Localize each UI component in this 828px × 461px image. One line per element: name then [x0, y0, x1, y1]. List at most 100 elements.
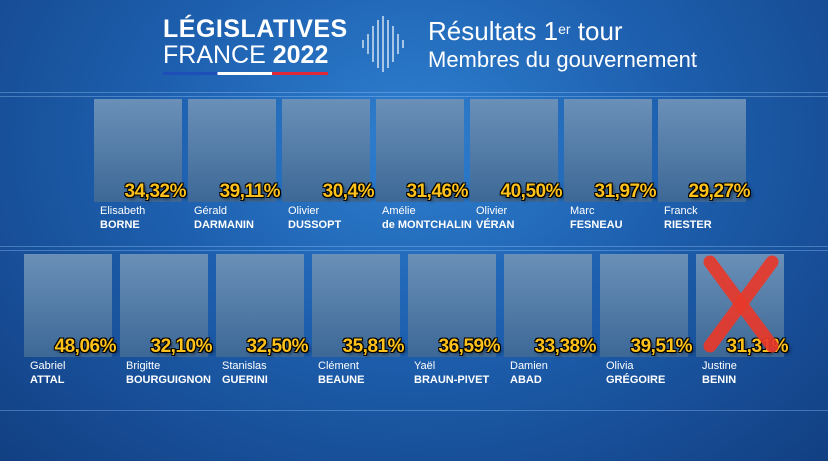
candidate-card: 34,32% Elisabeth BORNE	[94, 99, 187, 237]
photo-face	[144, 268, 184, 318]
candidate-last-name: GUERINI	[222, 374, 268, 386]
candidate-first-name: Olivier	[476, 205, 508, 217]
candidate-first-name: Damien	[510, 360, 548, 372]
candidate-first-name: Brigitte	[126, 360, 161, 372]
candidate-photo	[376, 99, 464, 202]
divider-line	[0, 246, 828, 247]
candidate-last-name: de MONTCHALIN	[382, 219, 472, 231]
divider-line	[0, 92, 828, 93]
candidate-photo	[312, 254, 400, 357]
candidate-photo	[470, 99, 558, 202]
photo-face	[336, 268, 376, 318]
candidate-first-name: Marc	[570, 205, 595, 217]
photo-face	[306, 113, 346, 163]
candidate-last-name: ABAD	[510, 374, 542, 386]
vote-percentage: 33,38%	[534, 336, 597, 357]
vote-percentage: 32,50%	[246, 336, 309, 357]
candidate-photo	[120, 254, 208, 357]
candidate-card: 31,46% Amélie de MONTCHALIN	[376, 99, 472, 237]
vote-percentage: 39,51%	[630, 336, 693, 357]
vote-percentage: 34,32%	[124, 181, 187, 202]
candidate-card: 40,50% Olivier VÉRAN	[470, 99, 563, 237]
candidate-last-name: BORNE	[100, 219, 140, 231]
candidate-photo	[658, 99, 746, 202]
photo-face	[400, 113, 440, 163]
candidate-last-name: BOURGUIGNON	[126, 374, 211, 386]
vote-percentage: 31,46%	[406, 181, 469, 202]
vote-percentage: 32,10%	[150, 336, 213, 357]
candidate-first-name: Gabriel	[30, 360, 66, 372]
candidate-first-name: Olivia	[606, 360, 634, 372]
candidate-card: 30,4% Olivier DUSSOPT	[282, 99, 375, 237]
candidate-card: 31,97% Marc FESNEAU	[564, 99, 657, 237]
photo-face	[494, 113, 534, 163]
candidate-first-name: Stanislas	[222, 360, 267, 372]
divider-line	[0, 250, 828, 251]
vote-percentage: 35,81%	[342, 336, 405, 357]
photo-face	[240, 268, 280, 318]
candidate-photo	[216, 254, 304, 357]
candidate-photo	[600, 254, 688, 357]
candidate-card: 39,11% Gérald DARMANIN	[188, 99, 281, 237]
vote-percentage: 31,97%	[594, 181, 657, 202]
photo-face	[528, 268, 568, 318]
page-title: Résultats 1er tour Membres du gouverneme…	[428, 16, 697, 74]
candidate-photo	[282, 99, 370, 202]
candidate-last-name: GRÉGOIRE	[606, 374, 666, 386]
logo-subtitle: FRANCE 2022	[163, 41, 329, 69]
logo-title: LÉGISLATIVES	[163, 15, 348, 43]
candidate-last-name: DUSSOPT	[288, 219, 342, 231]
candidate-card: 48,06% Gabriel ATTAL	[24, 254, 117, 392]
photo-face	[432, 268, 472, 318]
candidate-last-name: BEAUNE	[318, 374, 365, 386]
candidate-photo	[504, 254, 592, 357]
divider-line	[0, 410, 828, 411]
candidate-first-name: Gérald	[194, 205, 228, 217]
sound-wave-icon	[362, 16, 404, 72]
candidate-card: 35,81% Clément BEAUNE	[312, 254, 405, 392]
tricolor-rule	[163, 72, 328, 75]
candidate-card: 31,31% Justine BENIN	[696, 254, 789, 392]
elections-logo: LÉGISLATIVES FRANCE 2022	[163, 15, 348, 75]
candidate-first-name: Amélie	[382, 205, 416, 217]
photo-face	[212, 113, 252, 163]
photo-face	[624, 268, 664, 318]
candidate-first-name: Elisabeth	[100, 205, 146, 217]
candidate-first-name: Clément	[318, 360, 359, 372]
candidate-first-name: Justine	[702, 360, 737, 372]
candidate-last-name: ATTAL	[30, 374, 65, 386]
candidate-first-name: Franck	[664, 205, 698, 217]
photo-face	[682, 113, 722, 163]
candidate-card: 32,50% Stanislas GUERINI	[216, 254, 309, 392]
candidate-last-name: BRAUN-PIVET	[414, 374, 490, 386]
candidate-last-name: DARMANIN	[194, 219, 254, 231]
candidate-first-name: Olivier	[288, 205, 320, 217]
eliminated-cross-icon	[703, 255, 779, 353]
vote-percentage: 39,11%	[219, 181, 281, 202]
candidate-photo	[188, 99, 276, 202]
vote-percentage: 30,4%	[322, 181, 375, 202]
candidate-photo	[24, 254, 112, 357]
candidate-photo	[94, 99, 182, 202]
vote-percentage: 29,27%	[688, 181, 751, 202]
photo-face	[588, 113, 628, 163]
candidate-card: 39,51% Olivia GRÉGOIRE	[600, 254, 693, 392]
divider-line	[0, 96, 828, 97]
title-subtitle: Membres du gouvernement	[428, 47, 698, 72]
candidate-photo	[408, 254, 496, 357]
vote-percentage: 36,59%	[438, 336, 501, 357]
candidate-card: 33,38% Damien ABAD	[504, 254, 597, 392]
title-results: Résultats 1er tour	[428, 16, 623, 46]
candidate-last-name: BENIN	[702, 374, 737, 386]
vote-percentage: 48,06%	[54, 336, 117, 357]
candidate-photo	[564, 99, 652, 202]
photo-face	[48, 268, 88, 318]
candidate-last-name: FESNEAU	[570, 219, 623, 231]
candidate-first-name: Yaël	[414, 360, 436, 372]
photo-face	[118, 113, 158, 163]
candidate-card: 36,59% Yaël BRAUN-PIVET	[408, 254, 501, 392]
candidate-card: 29,27% Franck RIESTER	[658, 99, 751, 237]
candidate-last-name: VÉRAN	[476, 219, 515, 231]
vote-percentage: 40,50%	[500, 181, 563, 202]
candidate-card: 32,10% Brigitte BOURGUIGNON	[120, 254, 213, 392]
